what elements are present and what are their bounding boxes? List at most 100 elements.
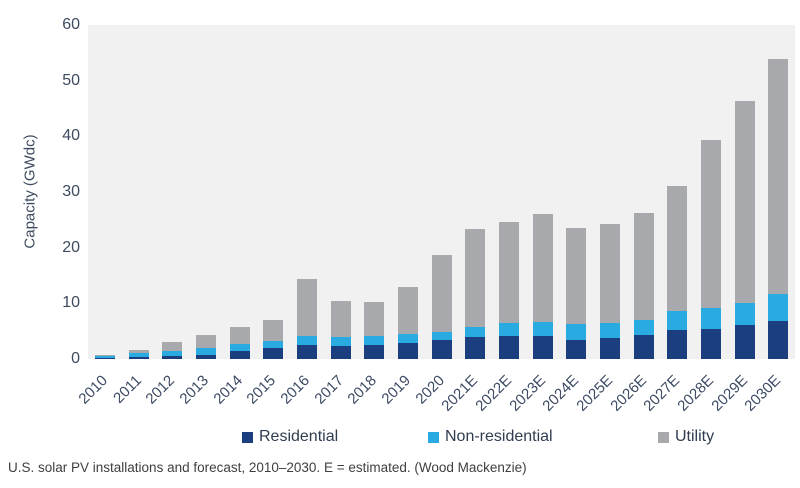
bar-segment-non-residential-2020	[431, 331, 452, 341]
bar-segment-non-residential-2026E	[633, 319, 654, 335]
stacked-bar-2014	[229, 327, 250, 359]
bar-segment-residential-2011	[128, 356, 149, 359]
stacked-bar-2022E	[498, 221, 519, 359]
bar-segment-non-residential-2025E	[599, 322, 620, 338]
bar-segment-residential-2026E	[633, 334, 654, 359]
stacked-bar-2028E	[700, 140, 721, 359]
bar-segment-utility-2023E	[532, 214, 553, 322]
legend-item-residential: Residential	[242, 428, 338, 446]
bar-segment-utility-2025E	[599, 224, 620, 323]
bar-segment-utility-2018	[364, 302, 385, 337]
bar-segment-non-residential-2022E	[498, 323, 519, 336]
bar-segment-residential-2023E	[532, 335, 553, 359]
stacked-bar-2020	[431, 254, 452, 359]
bar-segment-residential-2024E	[566, 339, 587, 359]
legend-label-non-residential: Non-residential	[445, 428, 553, 445]
bar-segment-utility-2019	[397, 287, 418, 334]
stacked-bar-2025E	[599, 224, 620, 359]
legend-swatch-icon-utility	[658, 431, 669, 443]
bar-segment-non-residential-2024E	[566, 323, 587, 340]
legend-label-utility: Utility	[675, 428, 715, 445]
bar-segment-residential-2015	[263, 347, 284, 359]
bar-segment-non-residential-2018	[364, 336, 385, 346]
y-tick-label-50: 50	[62, 71, 80, 89]
legend-swatch-icon-residential	[242, 431, 253, 443]
legend-item-utility: Utility	[658, 428, 714, 446]
y-tick-label-20: 20	[62, 238, 80, 256]
bar-segment-residential-2013	[195, 354, 216, 359]
bar-segment-residential-2028E	[700, 328, 721, 359]
stacked-bar-2012	[162, 342, 183, 359]
legend-swatch-icon-non-residential	[428, 431, 439, 443]
bar-segment-residential-2014	[229, 351, 250, 359]
bar-segment-residential-2025E	[599, 337, 620, 359]
bar-segment-non-residential-2027E	[667, 311, 688, 330]
stacked-bar-2017	[330, 301, 351, 359]
stacked-bar-2030E	[768, 58, 789, 359]
bar-segment-non-residential-2012	[162, 350, 183, 357]
stacked-bar-2013	[195, 335, 216, 359]
bar-segment-utility-2012	[162, 342, 183, 351]
bar-segment-utility-2024E	[566, 227, 587, 324]
stacked-bar-2029E	[734, 100, 755, 359]
bar-segment-residential-2022E	[498, 335, 519, 359]
stacked-bar-2015	[263, 320, 284, 359]
legend-item-non-residential: Non-residential	[428, 428, 553, 446]
y-tick-label-60: 60	[62, 16, 80, 33]
stacked-bar-2018	[364, 302, 385, 359]
bar-segment-non-residential-2016	[296, 336, 317, 345]
bar-segment-residential-2012	[162, 356, 183, 359]
bar-segment-utility-2027E	[667, 185, 688, 312]
stacked-bar-2010	[94, 354, 115, 359]
chart-legend: Residential Non-residential Utility	[0, 428, 800, 450]
y-tick-label-10: 10	[62, 294, 80, 312]
stacked-bar-2027E	[667, 185, 688, 359]
bar-segment-residential-2030E	[768, 320, 789, 359]
bar-segment-utility-2029E	[734, 100, 755, 303]
plot-area	[88, 25, 795, 359]
bar-segment-utility-2022E	[498, 221, 519, 324]
bar-segment-non-residential-2028E	[700, 308, 721, 329]
bar-segment-residential-2029E	[734, 325, 755, 359]
bar-segment-non-residential-2017	[330, 337, 351, 346]
bar-segment-residential-2027E	[667, 329, 688, 359]
bar-segment-utility-2010	[94, 354, 115, 356]
stacked-bar-2011	[128, 349, 149, 359]
bar-segment-utility-2016	[296, 279, 317, 337]
bar-segment-residential-2010	[94, 357, 115, 359]
bar-segment-non-residential-2029E	[734, 302, 755, 326]
stacked-bar-2026E	[633, 212, 654, 359]
bar-segment-non-residential-2019	[397, 333, 418, 343]
bar-segment-utility-2028E	[700, 140, 721, 309]
bar-segment-utility-2015	[263, 320, 284, 342]
stacked-bar-2021E	[465, 229, 486, 359]
bar-segment-utility-2013	[195, 335, 216, 349]
bar-segment-non-residential-2014	[229, 343, 250, 352]
bar-segment-utility-2030E	[768, 58, 789, 294]
bar-segment-non-residential-2010	[94, 355, 115, 358]
bar-segment-utility-2020	[431, 254, 452, 332]
bar-segment-utility-2026E	[633, 212, 654, 320]
bar-segment-residential-2017	[330, 345, 351, 359]
bar-segment-utility-2011	[128, 349, 149, 353]
bar-segment-utility-2021E	[465, 229, 486, 327]
bar-segment-non-residential-2021E	[465, 326, 486, 337]
bar-segment-utility-2017	[330, 301, 351, 338]
bar-segment-non-residential-2011	[128, 352, 149, 357]
bar-segment-non-residential-2030E	[768, 293, 789, 321]
stacked-bar-2019	[397, 287, 418, 359]
y-tick-label-30: 30	[62, 183, 80, 200]
bar-segment-residential-2016	[296, 344, 317, 359]
bar-segment-residential-2021E	[465, 336, 486, 359]
bar-segment-non-residential-2023E	[532, 321, 553, 336]
bar-segment-residential-2020	[431, 340, 452, 359]
chart-caption: U.S. solar PV installations and forecast…	[8, 460, 527, 475]
bar-segment-non-residential-2013	[195, 348, 216, 355]
stacked-bar-2023E	[532, 214, 553, 359]
y-tick-label-40: 40	[62, 127, 80, 145]
stacked-bar-2016	[296, 279, 317, 359]
bar-segment-residential-2018	[364, 345, 385, 359]
legend-label-residential: Residential	[259, 428, 339, 445]
stacked-bar-2024E	[566, 227, 587, 359]
